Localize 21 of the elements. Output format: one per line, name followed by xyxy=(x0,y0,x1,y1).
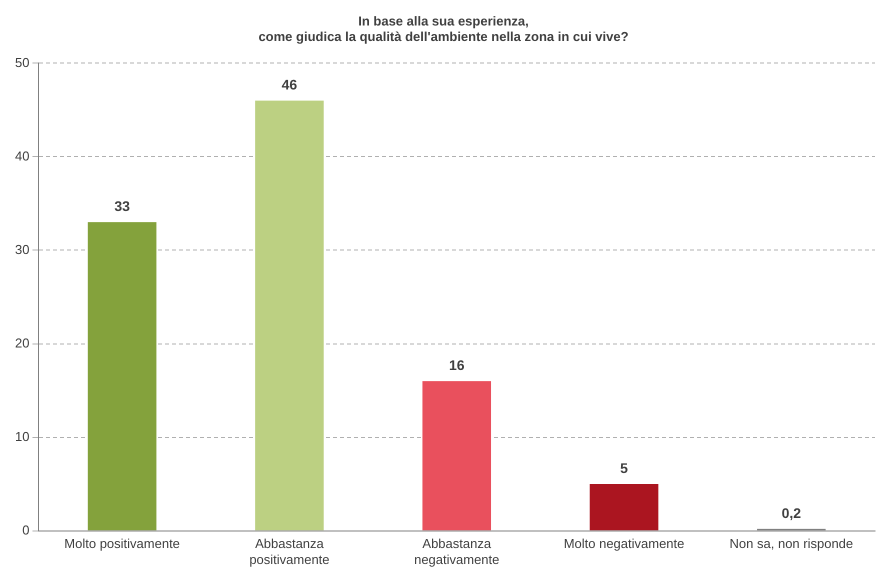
data-label: 33 xyxy=(114,198,130,214)
x-tick-label: Non sa, non risponde xyxy=(730,536,854,552)
y-tick-label: 40 xyxy=(14,148,30,164)
x-tick-label: Molto negativamente xyxy=(564,536,684,552)
x-tick-label: Abbastanza negativamente xyxy=(414,536,500,567)
chart-title: In base alla sua esperienza, come giudica la qualità dell'ambiente nella zona in cui vive? xyxy=(258,13,629,44)
bar xyxy=(88,222,156,530)
x-tick-label: Abbastanza positivamente xyxy=(249,536,330,567)
data-label: 16 xyxy=(448,357,465,374)
x-tick-label: Molto positivamente xyxy=(64,536,180,552)
bar xyxy=(255,100,324,530)
data-label: 46 xyxy=(282,76,298,92)
bar xyxy=(422,381,492,530)
y-tick-label: 10 xyxy=(14,428,30,444)
y-tick-label: 30 xyxy=(14,242,30,257)
bar xyxy=(590,484,658,530)
data-label: 5 xyxy=(620,460,628,476)
y-tick-label: 20 xyxy=(14,335,30,350)
data-label: 0,2 xyxy=(782,504,802,521)
y-tick-label: 50 xyxy=(14,54,30,70)
y-tick-label: 0 xyxy=(22,522,30,538)
